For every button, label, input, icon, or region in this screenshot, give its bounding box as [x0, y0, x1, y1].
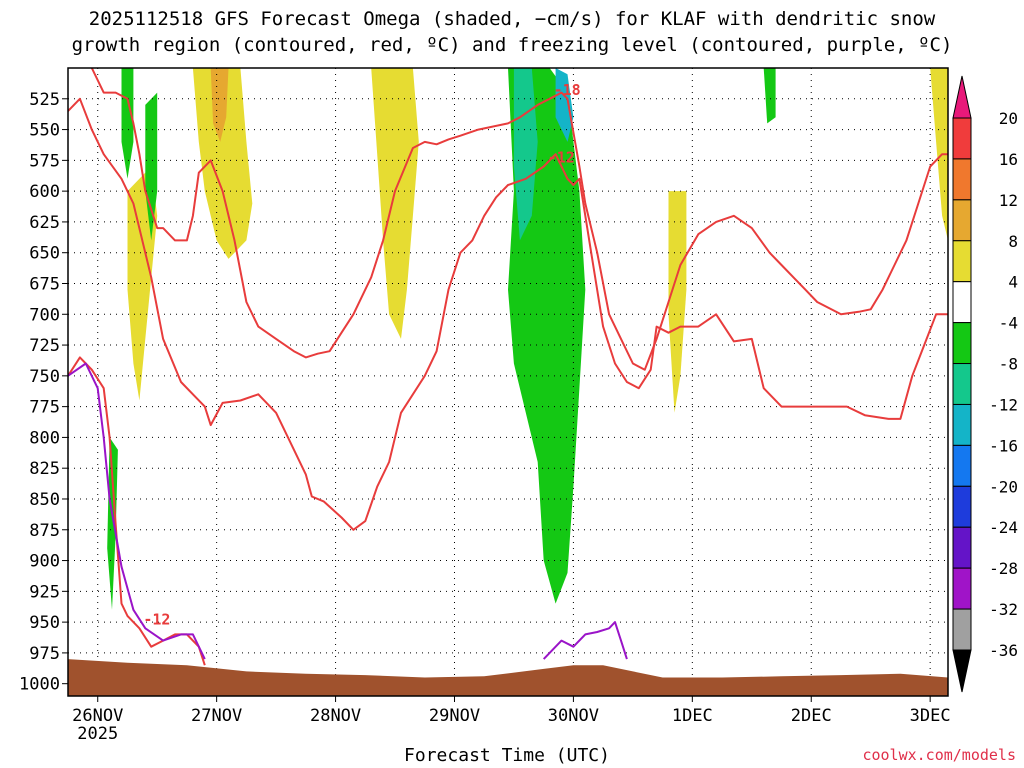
terrain-surface [68, 659, 948, 696]
colorbar-swatch-0 [952, 117, 972, 160]
y-tick-label-600: 600 [29, 182, 60, 202]
colorbar-swatch-9 [952, 485, 972, 528]
x-tick-label-2DEC: 2DEC [791, 706, 832, 726]
omega-region-4 [668, 191, 687, 413]
colorbar-top-triangle [952, 75, 972, 119]
contour-line-4 [542, 621, 628, 660]
y-tick-label-675: 675 [29, 274, 60, 294]
title-line-2: growth region (contoured, red, ºC) and f… [71, 34, 953, 56]
colorbar-swatch-8 [952, 444, 972, 487]
omega-region-2 [371, 68, 419, 339]
colorbar-label-13: -36 [989, 641, 1018, 660]
x-tick-label-1DEC: 1DEC [672, 706, 713, 726]
contour-label-2: -18 [554, 81, 581, 99]
colorbar-swatch-7 [952, 403, 972, 446]
y-tick-label-700: 700 [29, 305, 60, 325]
colorbar-label-0: 20 [999, 109, 1018, 128]
colorbar-bottom-triangle [952, 649, 972, 693]
colorbar-swatch-4 [952, 281, 972, 324]
plot-frame [67, 67, 949, 697]
y-tick-label-775: 775 [29, 398, 60, 418]
colorbar-swatch-2 [952, 199, 972, 242]
colorbar-label-6: -8 [999, 355, 1018, 374]
title-line-1: 2025112518 GFS Forecast Omega (shaded, −… [88, 8, 936, 30]
colorbar-swatch-3 [952, 240, 972, 283]
colorbar-swatch-11 [952, 567, 972, 610]
y-tick-label-525: 525 [29, 90, 60, 110]
colorbar-label-4: 4 [1008, 273, 1018, 292]
colorbar-label-3: 8 [1008, 232, 1018, 251]
colorbar-label-8: -16 [989, 436, 1018, 455]
omega-shading [107, 68, 948, 610]
y-tick-label-825: 825 [29, 459, 60, 479]
colorbar-label-2: 12 [999, 191, 1018, 210]
y-tick-label-800: 800 [29, 428, 60, 448]
contour-line-1 [68, 97, 948, 531]
y-tick-label-750: 750 [29, 367, 60, 387]
y-tick-label-725: 725 [29, 336, 60, 356]
y-tick-label-975: 975 [29, 644, 60, 664]
colorbar-label-10: -24 [989, 518, 1018, 537]
credit-link[interactable]: coolwx.com/models [862, 746, 1016, 764]
omega-region-12 [763, 68, 776, 124]
x-tick-label-29NOV: 29NOV [429, 706, 480, 726]
colorbar-label-7: -12 [989, 395, 1018, 414]
y-tick-label-625: 625 [29, 213, 60, 233]
colorbar-label-9: -20 [989, 477, 1018, 496]
contour-label-1: -12 [548, 149, 575, 167]
omega-region-0 [192, 68, 253, 259]
x-tick-label-27NOV: 27NOV [191, 706, 242, 726]
omega-region-11 [107, 437, 118, 610]
x-tick-label-3DEC: 3DEC [910, 706, 951, 726]
contour-line-3 [68, 362, 206, 660]
plot-area [68, 68, 948, 696]
colorbar-swatch-10 [952, 526, 972, 569]
y-tick-label-550: 550 [29, 121, 60, 141]
y-tick-label-950: 950 [29, 613, 60, 633]
colorbar-swatch-6 [952, 363, 972, 405]
y-tick-label-1000: 1000 [19, 675, 60, 695]
colorbar-label-5: -4 [999, 314, 1018, 333]
terrain-fill [68, 659, 948, 696]
colorbar-label-1: 16 [999, 150, 1018, 169]
chart-title: 2025112518 GFS Forecast Omega (shaded, −… [0, 6, 1024, 58]
omega-region-1 [210, 68, 229, 142]
colorbar-swatch-12 [952, 608, 972, 651]
colorbar-label-11: -28 [989, 559, 1018, 578]
y-tick-label-900: 900 [29, 552, 60, 572]
x-tick-year-label: 2025 [77, 724, 118, 744]
contour-line-2 [90, 68, 948, 371]
colorbar-swatch-5 [952, 322, 972, 365]
omega-region-7 [513, 68, 538, 241]
colorbar-swatch-1 [952, 158, 972, 201]
y-tick-label-650: 650 [29, 244, 60, 264]
omega-region-9 [121, 68, 134, 179]
colorbar: 20 16 12 8 4 -4 -8 -12 -16 -20 -24 -28 -32 -36 [952, 75, 1018, 693]
x-tick-label-26NOV: 26NOV [72, 706, 123, 726]
x-tick-label-28NOV: 28NOV [310, 706, 361, 726]
y-tick-label-875: 875 [29, 521, 60, 541]
omega-region-8 [555, 68, 574, 142]
y-axis: 525 550 575 600 625 650 675 700 725 750 775 800 825 8… [19, 90, 68, 695]
contour-label-0: -12 [143, 610, 170, 628]
x-axis-title: Forecast Time (UTC) [404, 745, 610, 766]
y-tick-label-575: 575 [29, 151, 60, 171]
x-tick-label-30NOV: 30NOV [548, 706, 599, 726]
y-tick-label-850: 850 [29, 490, 60, 510]
y-tick-label-925: 925 [29, 582, 60, 602]
omega-region-5 [930, 68, 948, 241]
contour-lines: -12 -12 -18 [68, 68, 948, 666]
colorbar-label-12: -32 [989, 600, 1018, 619]
